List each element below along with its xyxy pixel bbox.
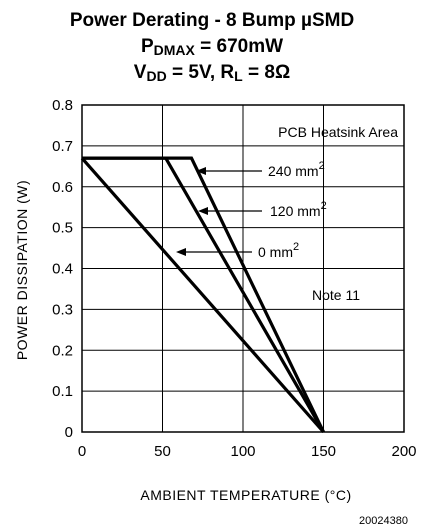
- y-tick-label: 0.7: [52, 138, 73, 155]
- y-tick-label: 0.5: [52, 220, 73, 237]
- tick-labels: 0 0.1 0.2 0.3 0.4 0.5 0.6 0.7 0.8 0 50 100 150 200: [52, 97, 416, 460]
- x-axis-label: AMBIENT TEMPERATURE (°C): [140, 487, 351, 503]
- series-label-superscript: 2: [321, 200, 327, 212]
- pdmax-value: = 670mW: [194, 36, 284, 57]
- x-tick-label: 200: [391, 443, 416, 460]
- annotation-arrow-head: [198, 207, 208, 215]
- pdmax-symbol: P: [140, 36, 154, 57]
- series-label: 0 mm2: [258, 241, 299, 260]
- rl-subscript: L: [234, 68, 243, 84]
- note-label: Note 11: [312, 287, 360, 303]
- annotation-arrow-head: [196, 167, 206, 175]
- plot-frame: [81, 104, 405, 433]
- annotations: 240 mm2 120 mm2 0 mm2 PCB Heatsink Area Note…: [176, 124, 398, 303]
- rl-value: = 8Ω: [242, 62, 291, 83]
- pdmax-subscript: DMAX: [153, 42, 195, 58]
- y-tick-label: 0: [65, 424, 73, 441]
- chart-title-line-3: VDD = 5V, RL = 8Ω: [0, 62, 424, 84]
- chart-title-line-1: Power Derating - 8 Bump µSMD: [0, 10, 424, 32]
- vdd-symbol: V: [133, 62, 147, 83]
- y-tick-label: 0.4: [52, 261, 73, 278]
- series-label-superscript: 2: [293, 241, 299, 253]
- y-tick-label: 0.8: [52, 97, 73, 114]
- heatsink-area-label: PCB Heatsink Area: [278, 124, 398, 140]
- x-tick-label: 150: [311, 443, 336, 460]
- vdd-rl-text: = 5V, R: [166, 62, 235, 83]
- chart-title-text: Power Derating - 8 Bump µSMD: [69, 10, 355, 31]
- y-axis-label: POWER DISSIPATION (W): [14, 180, 30, 360]
- y-tick-label: 0.2: [52, 342, 73, 359]
- y-tick-label: 0.6: [52, 179, 73, 196]
- vdd-subscript: DD: [146, 68, 167, 84]
- figure-code: 20024380: [359, 515, 408, 527]
- series-line: [80, 157, 325, 434]
- annotation-arrow-head: [176, 248, 186, 256]
- x-tick-label: 100: [230, 443, 255, 460]
- y-tick-label: 0.3: [52, 301, 73, 318]
- series-label-superscript: 2: [319, 160, 325, 172]
- x-tick-label: 0: [78, 443, 86, 460]
- series-line: [82, 156, 325, 433]
- series-label: 120 mm2: [270, 200, 327, 219]
- chart-title-line-2: PDMAX = 670mW: [0, 36, 424, 58]
- x-tick-label: 50: [154, 443, 171, 460]
- y-tick-label: 0.1: [52, 383, 73, 400]
- series-label: 240 mm2: [268, 160, 325, 179]
- series-lines: [80, 156, 325, 434]
